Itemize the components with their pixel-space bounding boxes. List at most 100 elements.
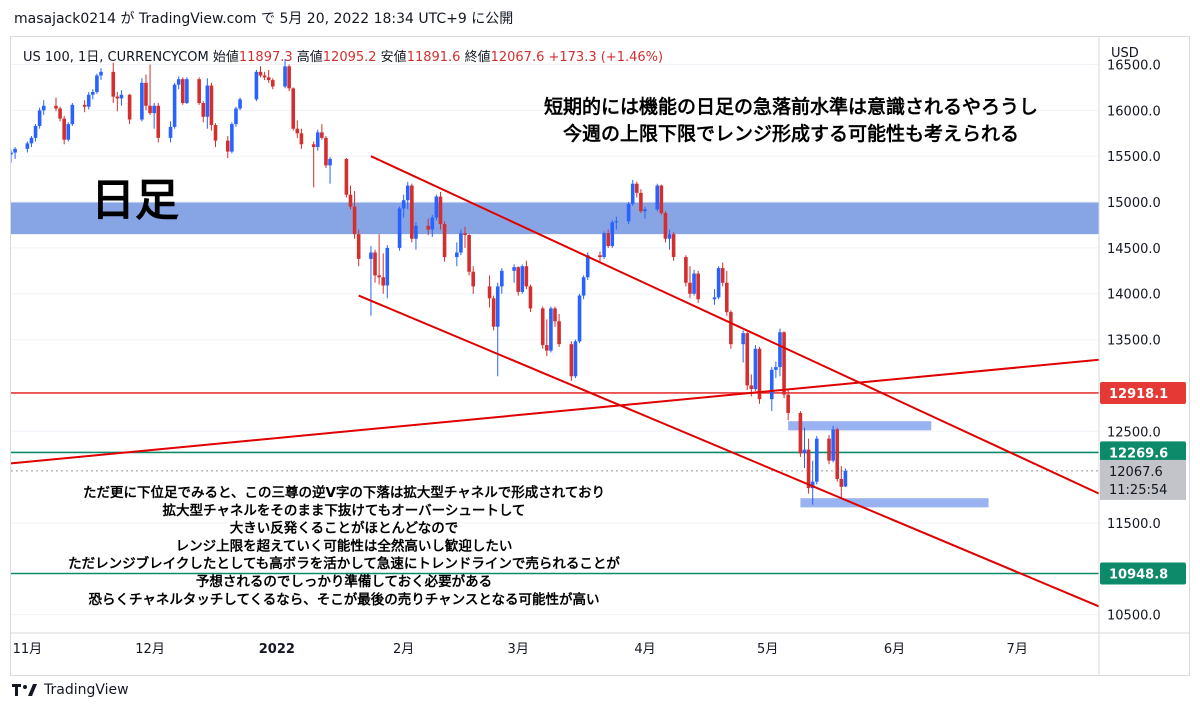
candle: [328, 157, 332, 184]
candle-body: [311, 144, 316, 148]
candle-body: [70, 104, 75, 125]
candle: [315, 129, 320, 151]
candle: [827, 434, 831, 465]
footer-brand: TradingView: [44, 682, 129, 698]
price-tick-label: 14500.0: [1107, 242, 1161, 257]
hline-layer: [11, 392, 1099, 575]
candle: [814, 435, 819, 485]
hline-price-tag: [1100, 381, 1186, 404]
candle: [29, 136, 34, 148]
candle-body: [397, 208, 402, 248]
price-tick-label: 13500.0: [1107, 334, 1161, 349]
legend-part: 高値: [297, 49, 323, 65]
candle: [430, 214, 435, 237]
candle-body: [778, 332, 782, 368]
candle: [213, 123, 218, 148]
time-tick-label: 6月: [884, 642, 905, 657]
legend-part: 12095.2: [323, 50, 381, 65]
candle-body: [438, 196, 443, 225]
candlestick-chart[interactable]: 日足 短期的には機能の日足の急落前水準は意識されるやろうし今週の上限下限でレンジ形…: [11, 37, 1189, 675]
candle-body: [540, 308, 545, 346]
candle: [455, 242, 459, 267]
candle-body: [585, 255, 590, 278]
candle-body: [516, 267, 520, 292]
candle-body: [58, 108, 62, 119]
candle: [209, 82, 214, 131]
candle-body: [262, 75, 267, 78]
legend-part: 11897.3: [239, 50, 297, 65]
annotation-bottom-line: レンジ上限を超えていく可能性は全然高いし歓迎したい: [176, 537, 513, 554]
annotation-layer: 日足 短期的には機能の日足の急落前水準は意識されるやろうし今週の上限下限でレンジ形…: [68, 95, 1038, 608]
candle: [835, 427, 840, 482]
candle: [270, 78, 275, 90]
candle-body: [487, 286, 492, 299]
hline-price-label: 12918.1: [1109, 387, 1168, 402]
candle-body: [798, 412, 803, 454]
candle: [778, 328, 782, 377]
hline-price-tag: [1100, 441, 1186, 464]
price-tick-label: 15000.0: [1107, 196, 1161, 211]
candle-body: [95, 75, 99, 93]
candle: [168, 121, 173, 143]
candle: [553, 306, 557, 327]
candle-body: [115, 96, 120, 99]
annotation-bottom-line: ただレンジブレイクしたとしても高ボラを活かして急速にトレンドラインで売られること…: [68, 555, 620, 572]
candle: [757, 346, 762, 404]
candle: [381, 253, 386, 294]
candle-body: [315, 132, 320, 148]
candle-body: [148, 105, 152, 114]
candle: [144, 74, 148, 111]
candle-body: [614, 221, 619, 223]
candle: [426, 218, 431, 236]
candle-body: [270, 80, 275, 87]
legend-part: +173.3 (+1.46%): [548, 50, 663, 65]
candle-body: [287, 66, 291, 89]
candle: [643, 206, 647, 219]
candle-body: [545, 345, 549, 351]
candle-body: [205, 85, 210, 117]
candle-body: [62, 118, 66, 140]
candle: [99, 68, 103, 81]
zone-layer: [11, 202, 1099, 508]
time-axis: 11月 12月 2022 2月 3月 4月 5月 6月 7月: [11, 632, 1189, 657]
candle-body: [639, 192, 643, 212]
candle: [810, 460, 815, 505]
candle-body: [86, 94, 91, 107]
candle: [635, 181, 639, 198]
candle-body: [663, 213, 668, 239]
time-tick-label: 7月: [1007, 642, 1028, 657]
candle-body: [630, 183, 635, 204]
candle: [291, 87, 296, 131]
time-tick-label: 4月: [634, 642, 655, 657]
annotation-bottom-line: 予想されるのでしっかり準備しておく必要がある: [196, 573, 492, 590]
candle-body: [769, 369, 774, 400]
candle-body: [749, 385, 754, 390]
candle-body: [839, 478, 844, 487]
candle: [66, 122, 71, 142]
candle: [410, 183, 414, 243]
candle-body: [414, 225, 418, 239]
candle: [115, 92, 120, 112]
candle-body: [82, 104, 87, 107]
candle-body: [180, 79, 185, 104]
candle-body: [209, 85, 214, 126]
chart-frame[interactable]: 日足 短期的には機能の日足の急落前水準は意識されるやろうし 今週の上限下限でレンジ形…: [10, 36, 1190, 676]
candle-body: [459, 233, 463, 253]
candle: [258, 66, 263, 78]
candle: [225, 136, 230, 159]
candle-body: [33, 125, 38, 138]
candle-body: [197, 79, 201, 104]
candle-body: [172, 84, 177, 127]
candle-body: [606, 233, 610, 247]
candle-body: [381, 277, 386, 286]
price-axis: 16500.0 16000.0 15500.0 15000.0 14500.0 14000…: [1098, 37, 1186, 675]
candle: [655, 183, 660, 212]
candle-body: [626, 203, 631, 222]
candle: [254, 70, 259, 102]
candle: [610, 220, 615, 248]
candle: [11, 149, 13, 163]
price-tick-label: 14000.0: [1107, 288, 1161, 303]
candle: [540, 306, 545, 349]
candle: [262, 71, 267, 81]
candle-body: [348, 194, 353, 207]
